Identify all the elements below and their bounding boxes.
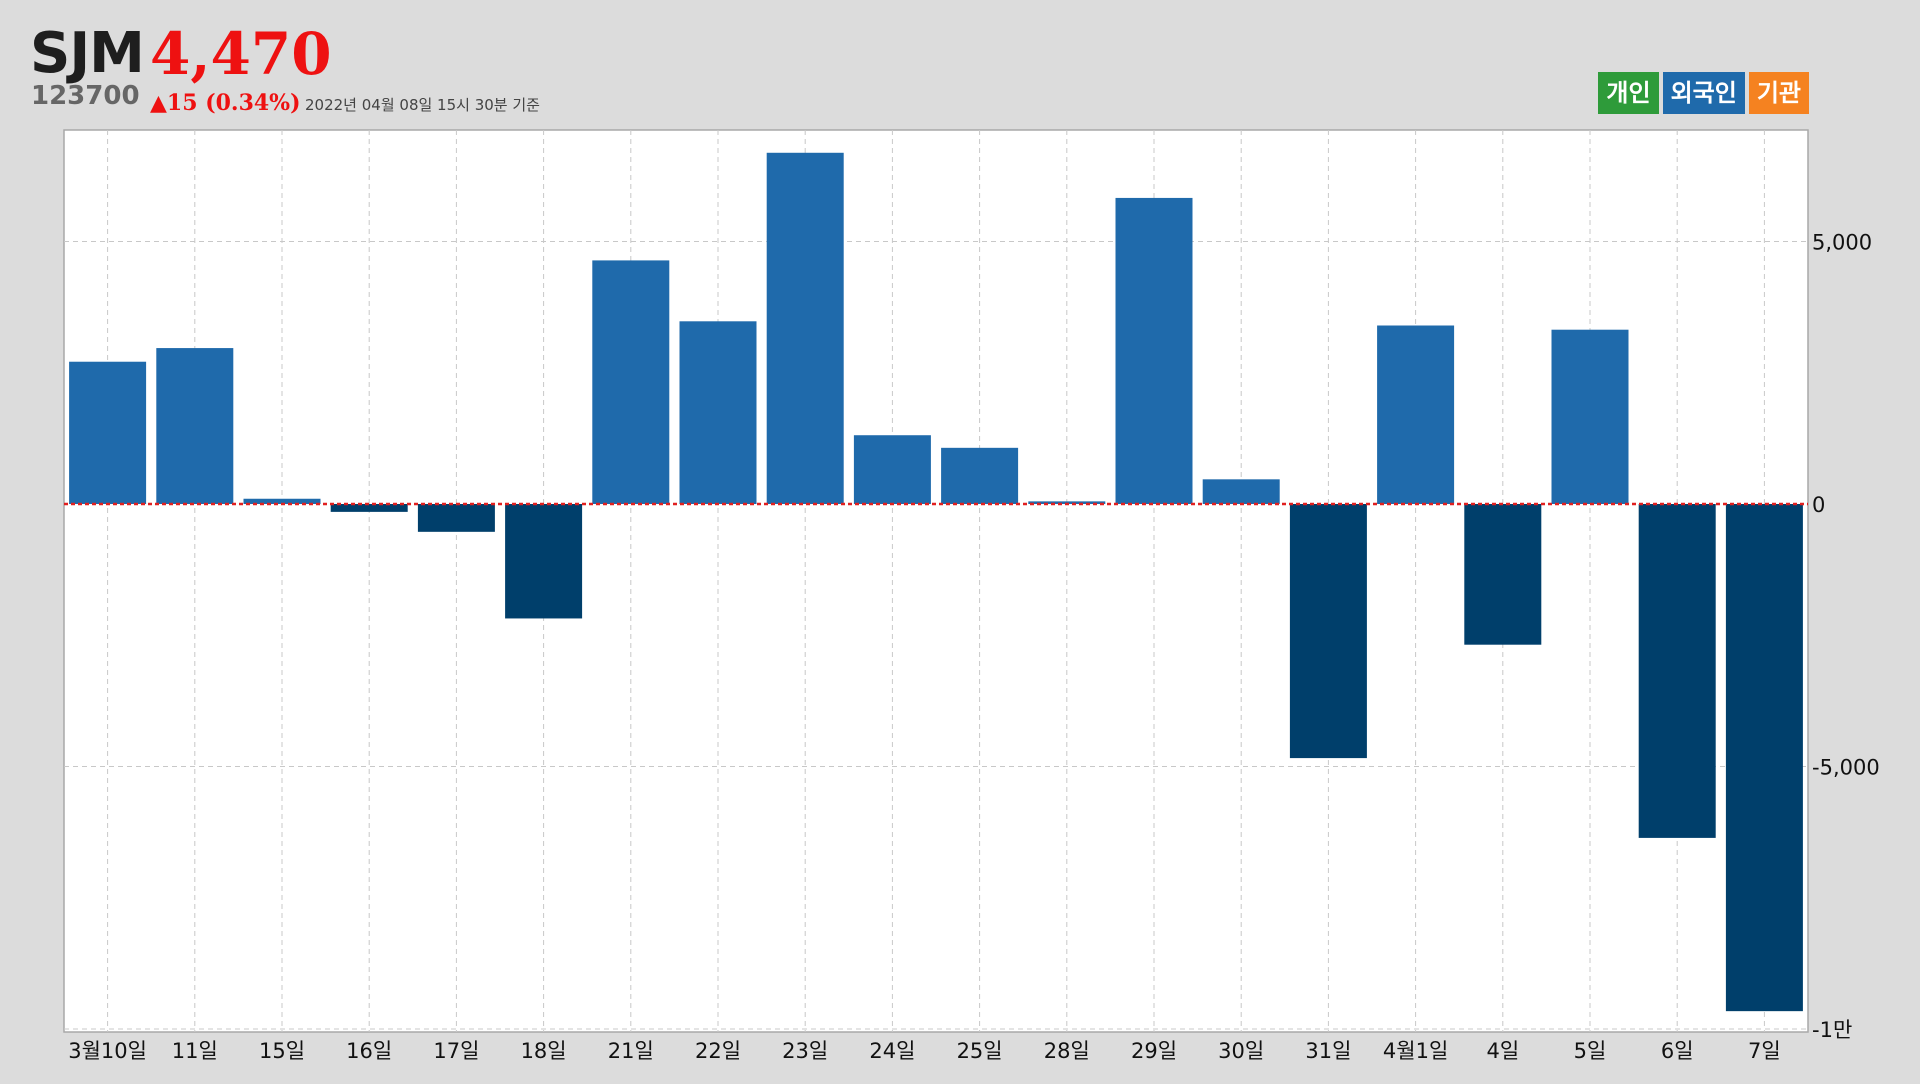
header: SJM 4,470 123700 ▲15 (0.34%) 2022년 04월 0…	[0, 0, 1920, 128]
x-tick-label: 30일	[1218, 1039, 1264, 1063]
x-tick-label: 3월10일	[68, 1039, 147, 1063]
bar-6일	[1638, 504, 1716, 838]
bar-21일	[592, 260, 670, 504]
bar-4월1일	[1377, 325, 1455, 504]
x-tick-label: 21일	[608, 1039, 654, 1063]
stock-code: 123700	[31, 81, 140, 111]
bar-5일	[1551, 329, 1629, 504]
legend-individual-button[interactable]: 개인	[1598, 72, 1659, 114]
x-tick-label: 29일	[1131, 1039, 1177, 1063]
investor-legend: 개인 외국인 기관	[1598, 72, 1809, 114]
bar-7일	[1725, 504, 1803, 1012]
y-tick-label: -1만	[1812, 1018, 1852, 1042]
bar-3월10일	[69, 361, 147, 504]
x-tick-label: 6일	[1661, 1039, 1694, 1063]
bar-30일	[1202, 479, 1280, 504]
x-tick-label: 11일	[172, 1039, 218, 1063]
x-tick-label: 23일	[782, 1039, 828, 1063]
bar-18일	[505, 504, 583, 619]
bar-22일	[679, 321, 757, 504]
x-tick-label: 31일	[1305, 1039, 1351, 1063]
bar-4일	[1464, 504, 1542, 645]
x-tick-label: 24일	[869, 1039, 915, 1063]
stock-name: SJM	[30, 21, 145, 86]
price-change: ▲15 (0.34%)	[150, 90, 301, 116]
x-tick-label: 28일	[1044, 1039, 1090, 1063]
timestamp: 2022년 04월 08일 15시 30분 기준	[305, 96, 540, 114]
x-tick-label: 17일	[433, 1039, 479, 1063]
x-tick-label: 25일	[957, 1039, 1003, 1063]
x-tick-label: 15일	[259, 1039, 305, 1063]
bar-31일	[1289, 504, 1367, 759]
x-tick-label: 4월1일	[1383, 1039, 1448, 1063]
x-tick-label: 7일	[1748, 1039, 1781, 1063]
bar-29일	[1115, 197, 1193, 505]
y-tick-label: -5,000	[1812, 756, 1880, 780]
legend-foreign-button[interactable]: 외국인	[1662, 72, 1745, 114]
x-tick-label: 5일	[1574, 1039, 1607, 1063]
bar-28일	[1028, 501, 1106, 504]
bar-15일	[243, 498, 321, 504]
bar-17일	[417, 504, 495, 532]
legend-institution-button[interactable]: 기관	[1748, 72, 1809, 114]
bar-16일	[330, 504, 408, 512]
x-tick-label: 22일	[695, 1039, 741, 1063]
x-tick-label: 16일	[346, 1039, 392, 1063]
bar-23일	[766, 152, 844, 504]
bar-24일	[853, 435, 931, 504]
y-tick-label: 0	[1812, 493, 1825, 517]
x-tick-label: 18일	[521, 1039, 567, 1063]
bar-11일	[156, 348, 234, 504]
bar-25일	[941, 447, 1019, 504]
plot-area	[63, 129, 1809, 1033]
stock-price: 4,470	[150, 20, 332, 88]
y-tick-label: 5,000	[1812, 231, 1872, 255]
x-tick-label: 4일	[1486, 1039, 1519, 1063]
